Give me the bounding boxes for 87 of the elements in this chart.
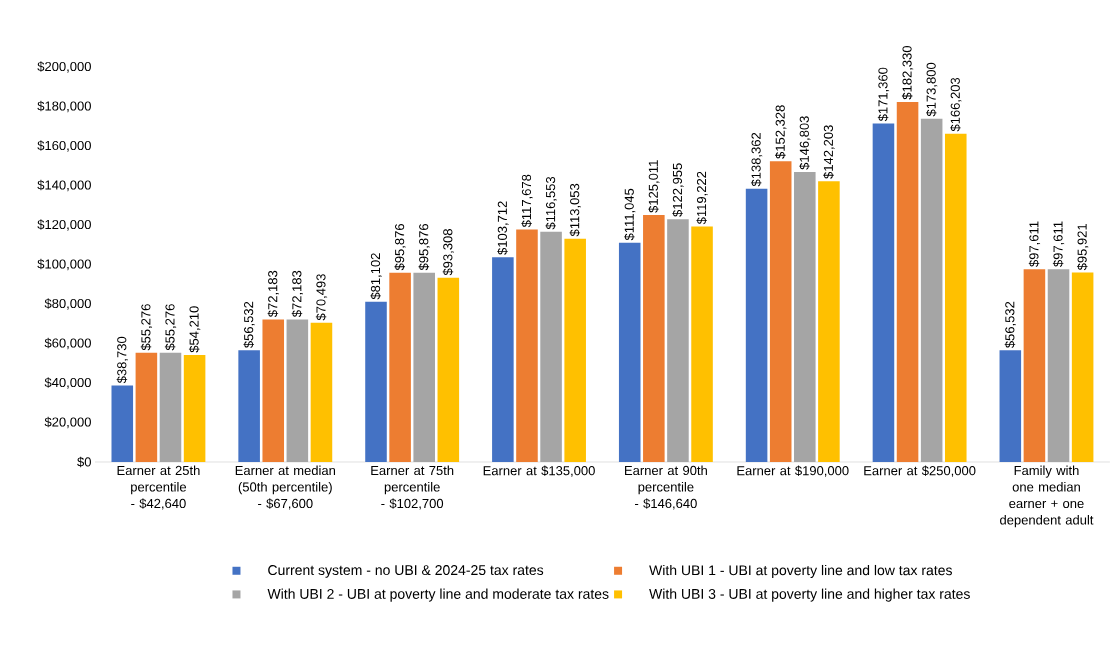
y-tick-label: $80,000 bbox=[44, 298, 91, 310]
data-label: $95,876 bbox=[418, 224, 430, 271]
bar bbox=[564, 238, 586, 462]
data-label: $138,362 bbox=[750, 132, 763, 187]
x-tick-label: Earner at median (50th percentile) - $67,600 bbox=[235, 465, 336, 510]
data-label: $103,712 bbox=[497, 201, 509, 255]
bar bbox=[262, 319, 285, 462]
bar bbox=[159, 352, 182, 462]
data-label: $70,493 bbox=[315, 274, 328, 321]
data-label: $142,203 bbox=[823, 125, 835, 179]
data-label: $125,011 bbox=[648, 160, 660, 213]
data-label: $146,803 bbox=[799, 116, 811, 170]
data-label: $55,276 bbox=[140, 304, 153, 351]
y-tick-label: $120,000 bbox=[37, 219, 91, 231]
data-label: $152,328 bbox=[775, 105, 787, 159]
x-tick-label: Earner at $135,000 bbox=[483, 465, 595, 477]
data-label: $55,276 bbox=[164, 304, 177, 351]
bar bbox=[872, 123, 895, 462]
x-tick-label: Earner at $250,000 bbox=[864, 465, 976, 477]
bar bbox=[1047, 269, 1070, 462]
y-tick-label: $100,000 bbox=[37, 258, 91, 271]
data-label: $113,053 bbox=[569, 183, 581, 237]
x-tick-label: Earner at 75th percentile - $102,700 bbox=[371, 465, 454, 510]
legend-label: With UBI 1 - UBI at poverty line and low tax rates bbox=[649, 564, 952, 578]
legend-label: With UBI 3 - UBI at poverty line and higher tax rates bbox=[649, 588, 970, 602]
bar bbox=[135, 352, 158, 462]
bar bbox=[492, 257, 514, 462]
bar bbox=[310, 322, 333, 462]
bar bbox=[769, 161, 792, 462]
bar bbox=[944, 133, 967, 462]
y-tick-label: $40,000 bbox=[44, 377, 91, 389]
bar bbox=[437, 277, 460, 462]
data-label: $56,532 bbox=[243, 301, 255, 349]
data-label: $97,611 bbox=[1052, 221, 1065, 267]
bar bbox=[389, 272, 411, 462]
y-tick-label: $180,000 bbox=[37, 100, 91, 113]
data-label: $38,730 bbox=[116, 336, 128, 384]
x-tick-label: Earner at 25th percentile - $42,640 bbox=[117, 465, 200, 510]
bar bbox=[643, 215, 665, 462]
bar bbox=[540, 231, 562, 462]
legend-label: With UBI 2 - UBI at poverty line and moderate tax rates bbox=[267, 588, 609, 602]
y-tick-label: $140,000 bbox=[37, 179, 91, 192]
x-tick-label: Earner at $190,000 bbox=[737, 465, 849, 477]
y-tick-label: $200,000 bbox=[37, 61, 91, 73]
bar bbox=[516, 229, 538, 462]
bar bbox=[745, 188, 768, 462]
x-tick-label: Family with one median earner + one dependent adult bbox=[1000, 465, 1094, 528]
data-label: $72,183 bbox=[291, 270, 303, 318]
bar bbox=[1023, 269, 1046, 462]
bar bbox=[365, 301, 387, 462]
data-label: $166,203 bbox=[950, 77, 962, 132]
data-label: $72,183 bbox=[267, 270, 279, 318]
y-tick-label: $160,000 bbox=[37, 140, 91, 152]
bar bbox=[413, 272, 435, 462]
data-label: $119,222 bbox=[696, 171, 708, 225]
bar bbox=[238, 350, 260, 462]
data-label: $97,611 bbox=[1028, 221, 1041, 267]
bar bbox=[183, 354, 206, 462]
data-label: $117,678 bbox=[521, 174, 533, 228]
bar bbox=[794, 172, 816, 462]
data-label: $95,876 bbox=[394, 224, 406, 271]
bar bbox=[999, 350, 1022, 462]
data-label: $95,921 bbox=[1076, 224, 1089, 271]
y-tick-label: $0 bbox=[77, 456, 91, 468]
data-label: $54,210 bbox=[188, 306, 201, 353]
y-tick-label: $20,000 bbox=[44, 416, 91, 429]
data-label: $56,532 bbox=[1004, 301, 1016, 349]
x-tick-label: Earner at 90th percentile - $146,640 bbox=[625, 465, 707, 510]
bar bbox=[818, 181, 840, 462]
data-label: $182,330 bbox=[901, 45, 914, 100]
bar bbox=[618, 242, 641, 462]
bar bbox=[896, 101, 919, 462]
y-tick-label: $60,000 bbox=[44, 337, 91, 350]
data-label: $111,045 bbox=[624, 188, 636, 241]
legend-label: Current system - no UBI & 2024-25 tax rates bbox=[268, 565, 544, 578]
data-label: $171,360 bbox=[877, 67, 890, 122]
data-label: $122,955 bbox=[672, 163, 684, 217]
data-label: $93,308 bbox=[442, 229, 454, 276]
bar bbox=[920, 118, 943, 462]
data-label: $116,553 bbox=[545, 176, 557, 230]
bar bbox=[667, 219, 689, 462]
bar bbox=[691, 226, 713, 462]
bar bbox=[1071, 272, 1094, 462]
bar bbox=[286, 319, 309, 462]
data-label: $173,800 bbox=[926, 62, 938, 117]
data-label: $81,102 bbox=[370, 253, 382, 300]
bar bbox=[111, 385, 134, 462]
